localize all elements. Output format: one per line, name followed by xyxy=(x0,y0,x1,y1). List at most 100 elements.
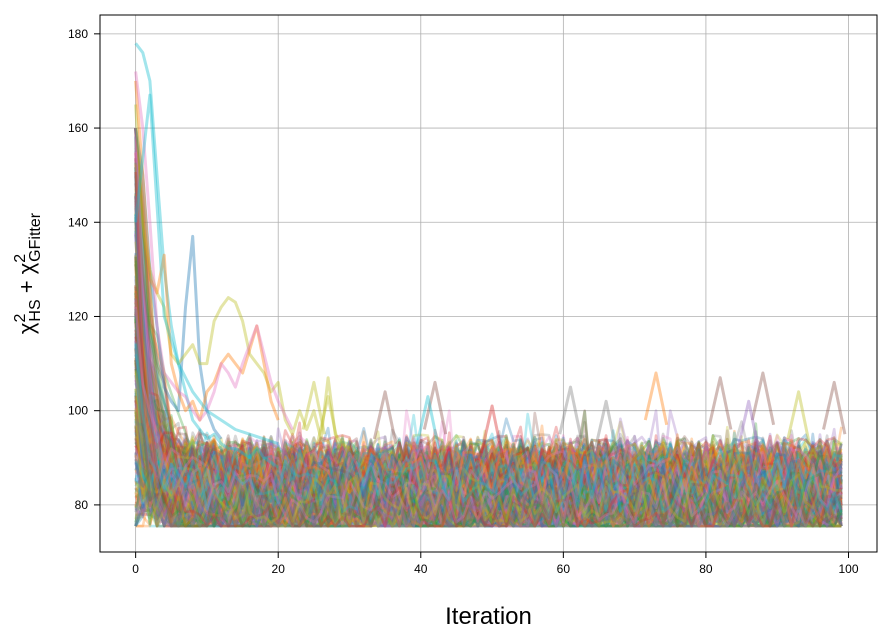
series-line xyxy=(134,218,843,528)
series-line xyxy=(134,448,843,510)
series-line xyxy=(134,233,843,528)
series-line xyxy=(134,350,843,524)
series-line xyxy=(134,354,843,528)
series-line xyxy=(134,158,843,522)
series-line xyxy=(134,418,843,528)
series-line xyxy=(134,321,843,500)
series-line xyxy=(134,128,843,528)
series-line xyxy=(134,128,843,503)
series-line xyxy=(134,427,843,512)
series-line xyxy=(134,290,842,504)
series-line xyxy=(134,411,842,528)
series-line xyxy=(134,214,843,527)
series-line xyxy=(134,354,842,502)
series-line xyxy=(134,127,843,520)
x-tick-label: 0 xyxy=(132,562,139,576)
series-line xyxy=(134,128,842,528)
series-line xyxy=(134,230,843,528)
series-line xyxy=(134,292,843,522)
series-line xyxy=(134,412,843,528)
series-line xyxy=(134,349,842,505)
series-line xyxy=(134,252,843,509)
series-line xyxy=(134,171,843,528)
series-line xyxy=(134,343,843,518)
series-line xyxy=(134,400,843,503)
series-line xyxy=(134,435,843,495)
series-line xyxy=(134,321,843,528)
series-line xyxy=(134,301,843,528)
series-line xyxy=(134,456,843,528)
series-line xyxy=(134,347,843,528)
series-line xyxy=(134,328,843,494)
y-axis-ticks: 80 100 120 140 160 180 xyxy=(68,27,100,512)
series-line xyxy=(134,388,842,528)
series-peak xyxy=(822,380,847,435)
series-line xyxy=(134,308,843,528)
series-line xyxy=(134,213,843,528)
series-line xyxy=(134,388,843,498)
series-line xyxy=(134,425,842,528)
series-line xyxy=(134,313,843,505)
y-tick-label: 80 xyxy=(75,498,89,512)
series-line xyxy=(134,320,843,522)
series-line xyxy=(134,433,843,527)
x-axis-label: Iteration xyxy=(445,603,532,630)
series-line xyxy=(134,397,843,528)
series-line xyxy=(134,426,843,509)
series-line xyxy=(134,372,843,493)
series-line xyxy=(134,128,843,493)
series-line xyxy=(134,195,843,503)
series-line xyxy=(134,336,843,501)
series-line xyxy=(134,329,843,526)
x-tick-label: 100 xyxy=(838,562,858,576)
series-line xyxy=(134,319,843,509)
series-line xyxy=(134,458,843,515)
series-line xyxy=(134,167,843,516)
series-line xyxy=(134,370,842,499)
series-line xyxy=(134,308,843,528)
series-line xyxy=(134,322,843,528)
y-tick-label: 120 xyxy=(68,309,88,323)
series-line xyxy=(134,348,843,528)
series-line xyxy=(134,420,842,523)
x-tick-label: 40 xyxy=(414,562,428,576)
series-line xyxy=(135,451,843,528)
series-line xyxy=(134,437,843,523)
series-line xyxy=(134,392,843,528)
series-line xyxy=(134,152,842,506)
series-line xyxy=(134,261,843,528)
series-line xyxy=(134,320,843,522)
series-line xyxy=(134,128,843,511)
series-peak xyxy=(736,399,761,454)
series-line xyxy=(134,295,843,502)
series-line xyxy=(134,128,843,515)
series-line xyxy=(134,441,843,505)
series-line xyxy=(134,329,843,522)
series-line xyxy=(134,203,843,528)
series-line xyxy=(134,136,843,519)
series-line xyxy=(134,307,843,493)
series-line xyxy=(134,206,843,528)
series-line xyxy=(134,234,843,528)
series-line xyxy=(134,352,842,502)
series-line xyxy=(134,436,843,513)
y-tick-label: 160 xyxy=(68,121,88,135)
series-line xyxy=(134,439,842,509)
series-line xyxy=(134,420,843,500)
series-line xyxy=(134,164,842,528)
y-tick-label: 180 xyxy=(68,27,88,41)
series-line xyxy=(134,288,843,497)
series-line xyxy=(134,197,843,528)
series-line xyxy=(134,447,843,528)
series-line xyxy=(134,397,842,515)
series-line xyxy=(134,461,843,528)
series-line xyxy=(134,159,842,509)
series-line xyxy=(134,430,843,521)
series-line xyxy=(134,284,843,528)
plot-area-frame xyxy=(99,14,878,553)
series-line xyxy=(134,382,843,502)
series-peak xyxy=(708,376,733,430)
series-line xyxy=(134,421,843,511)
series-line xyxy=(134,128,843,528)
series-line xyxy=(134,128,843,528)
